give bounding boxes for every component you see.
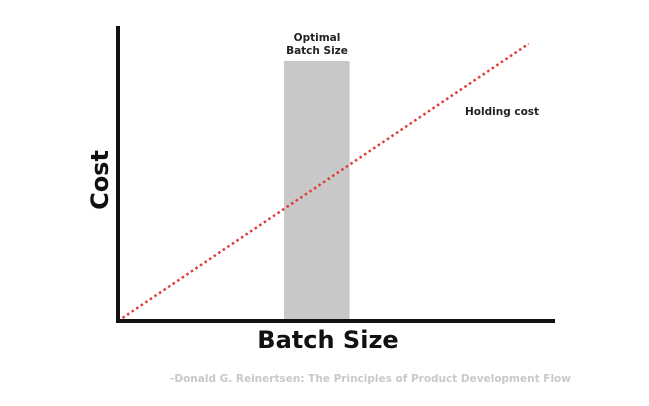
holding-cost-label: Holding cost	[465, 106, 539, 118]
x-axis-title: Batch Size	[257, 326, 398, 354]
credit-text: -Donald G. Reinertsen: The Principles of…	[170, 373, 571, 385]
y-axis-title: Cost	[86, 150, 114, 210]
plot-area	[117, 42, 530, 323]
holding-cost-line	[117, 42, 530, 323]
optimal-batch-size-band	[284, 61, 350, 321]
optimal-label-line2: Batch Size	[286, 45, 348, 57]
optimal-label-line1: Optimal	[294, 32, 341, 44]
